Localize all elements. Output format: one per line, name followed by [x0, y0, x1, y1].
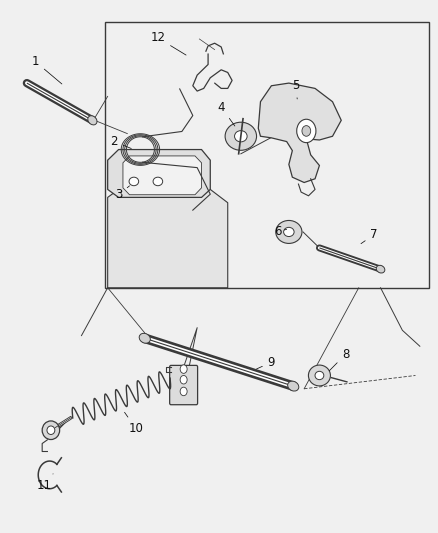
Ellipse shape [88, 116, 97, 125]
Ellipse shape [129, 177, 139, 185]
Text: 7: 7 [361, 228, 378, 244]
Circle shape [302, 126, 311, 136]
Text: 6: 6 [274, 225, 287, 238]
Text: 5: 5 [292, 79, 299, 99]
Ellipse shape [284, 228, 294, 237]
Ellipse shape [315, 372, 324, 379]
Ellipse shape [288, 381, 299, 391]
Text: 4: 4 [217, 101, 235, 126]
Ellipse shape [225, 122, 257, 150]
Circle shape [297, 119, 316, 143]
Ellipse shape [376, 265, 385, 273]
Text: 9: 9 [257, 356, 275, 369]
FancyBboxPatch shape [170, 366, 198, 405]
Circle shape [180, 387, 187, 395]
Text: 12: 12 [150, 31, 186, 55]
Ellipse shape [42, 421, 60, 440]
Polygon shape [108, 150, 210, 197]
Polygon shape [258, 83, 341, 182]
Text: 11: 11 [37, 474, 53, 492]
Ellipse shape [153, 177, 162, 185]
Text: 3: 3 [115, 186, 130, 201]
Text: 10: 10 [124, 413, 144, 435]
Text: 8: 8 [329, 348, 349, 371]
Ellipse shape [47, 426, 55, 434]
Polygon shape [123, 156, 201, 195]
Circle shape [180, 365, 187, 373]
Polygon shape [108, 189, 228, 288]
Ellipse shape [139, 333, 150, 343]
Ellipse shape [308, 365, 330, 386]
Circle shape [180, 375, 187, 384]
Text: 2: 2 [110, 135, 131, 149]
Ellipse shape [234, 131, 247, 142]
Ellipse shape [276, 221, 302, 244]
Text: 1: 1 [32, 55, 62, 84]
